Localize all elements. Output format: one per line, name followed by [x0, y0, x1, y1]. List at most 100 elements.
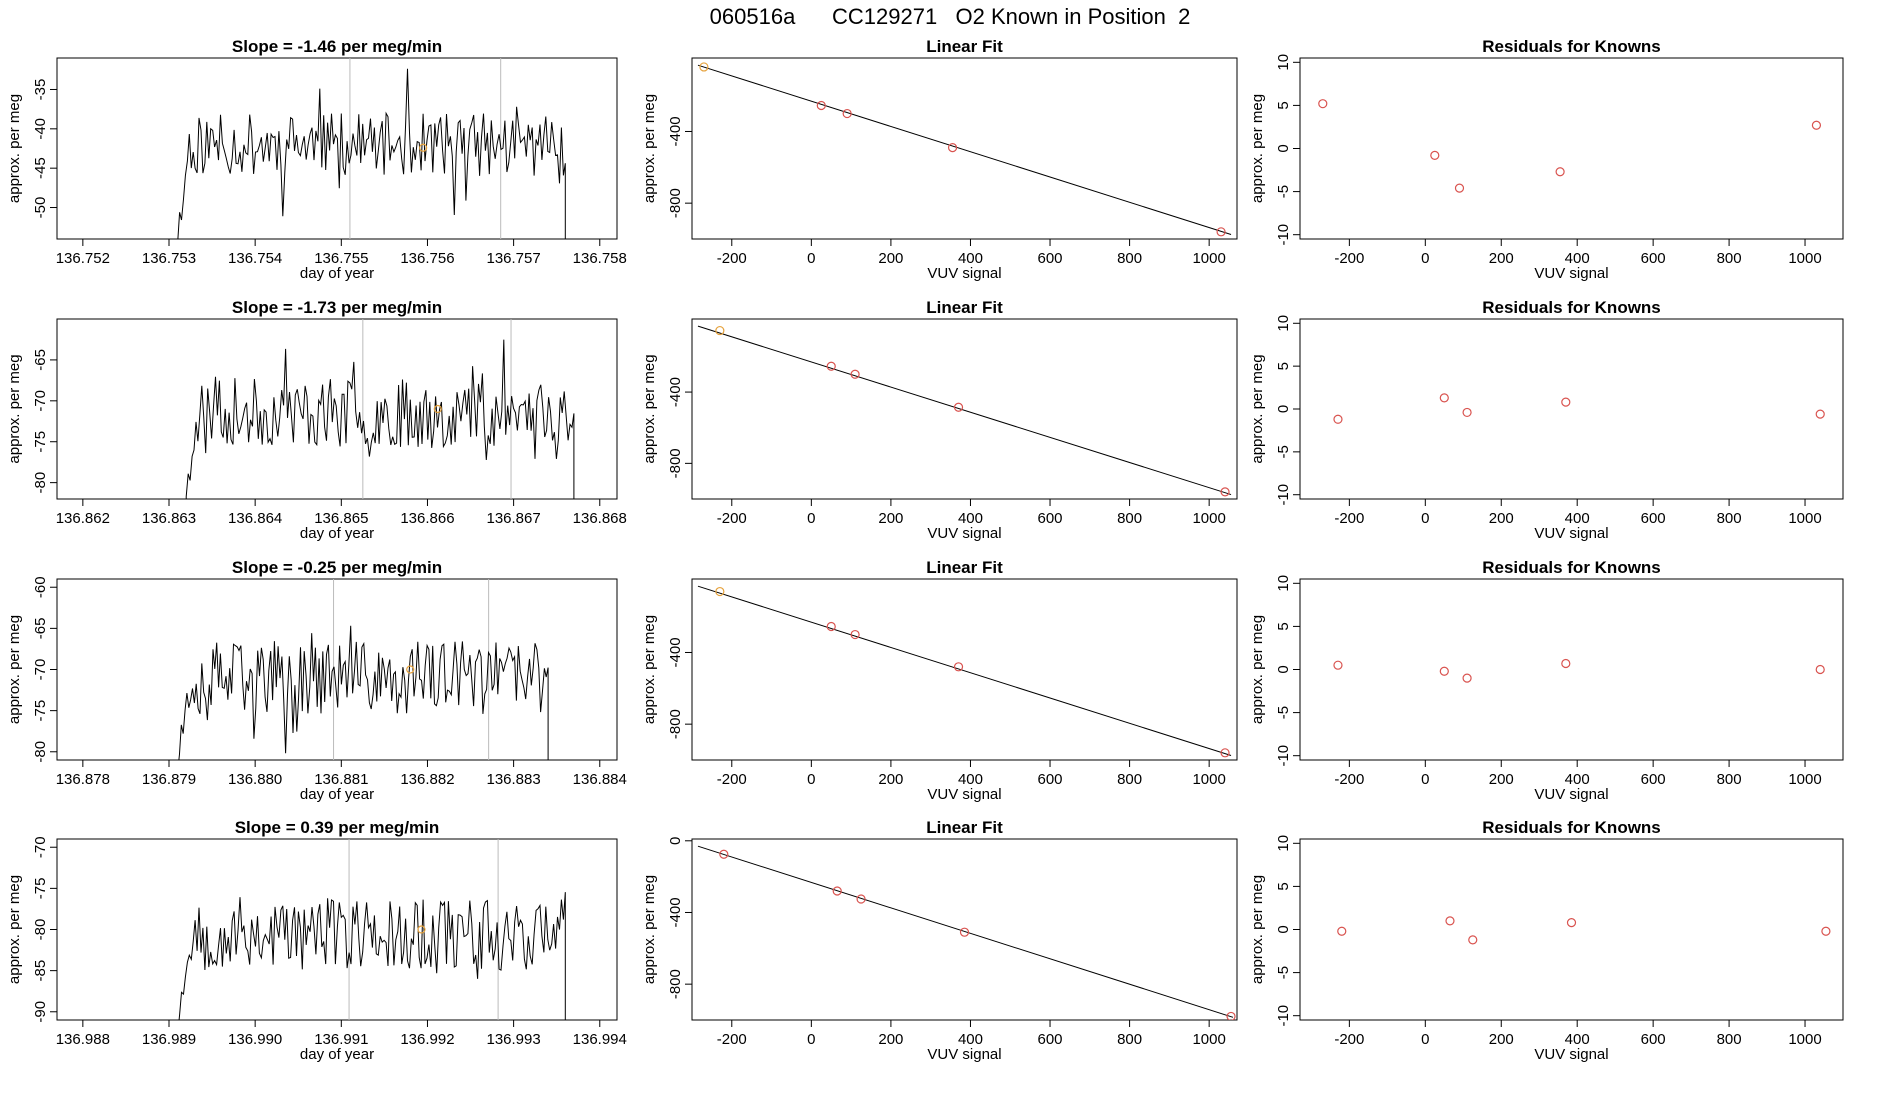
y-tick-label: -5 — [1275, 445, 1292, 458]
data-point — [715, 325, 725, 336]
x-tick-label: 136.752 — [56, 250, 110, 267]
x-tick-label: 136.757 — [486, 250, 540, 267]
data-point — [1220, 748, 1230, 758]
data-point — [842, 108, 852, 119]
plot-frame — [56, 57, 618, 240]
plot-frame — [691, 318, 1238, 500]
x-tick-label: 800 — [1717, 510, 1742, 527]
x-tick-label: 600 — [1641, 1031, 1666, 1048]
x-tick-label: -200 — [1334, 1031, 1364, 1048]
y-tick-label: -70 — [32, 659, 49, 681]
y-axis-label: approx. per meg — [1249, 354, 1266, 463]
panel-title: Linear Fit — [926, 818, 1003, 837]
x-tick-label: -200 — [1334, 250, 1364, 267]
plot-area — [178, 839, 566, 1020]
panel-1-3: Residuals for Knowns-200 0 200 400 600 800 100… — [1249, 37, 1844, 282]
data-point — [1333, 414, 1343, 424]
panel-title: Residuals for Knowns — [1482, 37, 1661, 56]
y-tick-label: -5 — [1275, 966, 1292, 979]
x-tick-label: 600 — [1038, 510, 1063, 527]
data-point — [1430, 150, 1440, 160]
x-axis-label: VUV signal — [1534, 786, 1608, 803]
panel-3-1: Slope = -0.25 per meg/min 136.878 136.879 1… — [6, 558, 627, 803]
x-tick-label: 600 — [1038, 771, 1063, 788]
y-tick-label: -80 — [32, 472, 49, 494]
y-tick-label: -800 — [667, 448, 684, 478]
y-tick-label: 0 — [1275, 405, 1292, 413]
data-point — [1220, 487, 1230, 497]
y-tick-label: -75 — [32, 431, 49, 453]
x-axis-label: VUV signal — [1534, 265, 1608, 282]
y-tick-label: -400 — [667, 377, 684, 407]
data-point — [850, 369, 860, 379]
x-tick-label: -200 — [717, 1031, 747, 1048]
x-tick-label: 136.866 — [400, 510, 454, 527]
y-tick-label: -65 — [32, 618, 49, 640]
x-tick-label: 400 — [958, 771, 983, 788]
plot-frame — [1299, 57, 1844, 240]
y-tick-label: -5 — [1275, 706, 1292, 719]
y-tick-label: 5 — [1275, 882, 1292, 890]
plot-frame — [1299, 318, 1844, 500]
y-tick-label: 5 — [1275, 101, 1292, 109]
y-tick-label: -70 — [32, 836, 49, 858]
y-tick-label: 10 — [1275, 835, 1292, 852]
x-tick-label: 136.988 — [56, 1031, 110, 1048]
data-point — [826, 621, 836, 632]
x-tick-label: 200 — [878, 1031, 903, 1048]
data-point — [816, 100, 826, 111]
highlight-point — [417, 925, 426, 934]
x-tick-label: 136.878 — [56, 771, 110, 788]
y-axis-label: approx. per meg — [641, 875, 658, 984]
y-tick-label: -5 — [1275, 185, 1292, 198]
data-point — [1815, 409, 1825, 419]
x-tick-label: 0 — [1421, 250, 1429, 267]
panel-title: Slope = -0.25 per meg/min — [232, 558, 442, 577]
y-tick-label: 0 — [667, 837, 684, 845]
x-tick-label: 1000 — [1788, 1031, 1821, 1048]
panel-4-1: Slope = 0.39 per meg/min 136.988 136.989 13… — [6, 818, 627, 1063]
y-tick-label: -45 — [32, 157, 49, 179]
fit-line — [697, 64, 1232, 235]
plot-area — [697, 585, 1232, 758]
highlight-point — [406, 665, 415, 674]
y-tick-label: -70 — [32, 390, 49, 412]
y-tick-label: -60 — [32, 576, 49, 598]
y-tick-label: -400 — [667, 116, 684, 146]
y-tick-label: -400 — [667, 637, 684, 667]
x-tick-label: -200 — [1334, 510, 1364, 527]
y-tick-label: -10 — [1275, 224, 1292, 246]
x-tick-label: 1000 — [1192, 771, 1225, 788]
plot-frame — [56, 318, 618, 500]
plot-frame — [691, 57, 1238, 240]
data-point — [832, 886, 842, 896]
y-axis-label: approx. per meg — [641, 94, 658, 203]
data-point — [1561, 658, 1571, 669]
x-tick-label: 400 — [1565, 1031, 1590, 1048]
data-point — [1462, 673, 1472, 683]
panel-2-1: Slope = -1.73 per meg/min 136.862 136.863 1… — [6, 298, 627, 542]
x-tick-label: 400 — [958, 250, 983, 267]
x-tick-label: 136.880 — [228, 771, 282, 788]
fit-line — [697, 585, 1232, 756]
plot-frame — [1299, 838, 1844, 1021]
y-tick-label: -800 — [667, 709, 684, 739]
plot-area — [1318, 99, 1822, 193]
x-tick-label: 400 — [1565, 250, 1590, 267]
x-tick-label: 0 — [807, 1031, 815, 1048]
plot-area — [1333, 658, 1825, 683]
x-tick-label: 136.883 — [486, 771, 540, 788]
y-axis-label: approx. per meg — [1249, 615, 1266, 724]
y-tick-label: -400 — [667, 897, 684, 927]
series-line — [178, 892, 566, 1020]
data-point — [1216, 227, 1226, 237]
plot-area — [697, 325, 1232, 497]
plot-area — [177, 58, 566, 239]
y-tick-label: -10 — [1275, 1005, 1292, 1027]
x-axis-label: VUV signal — [927, 265, 1001, 282]
data-point — [1445, 916, 1455, 926]
data-point — [1439, 393, 1449, 403]
y-tick-label: 10 — [1275, 575, 1292, 592]
